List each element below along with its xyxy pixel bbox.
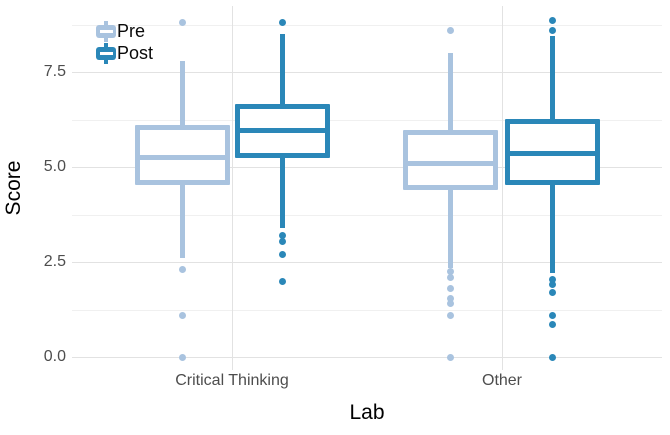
outlier-dot-post-other <box>549 311 556 319</box>
outlier-dot-post-other <box>549 321 556 329</box>
minor-gridline <box>72 119 662 121</box>
outlier-dot-post-critical-thinking <box>279 250 286 258</box>
minor-gridline <box>72 24 662 26</box>
median-line-pre-critical-thinking <box>135 155 230 160</box>
x-axis-title: Lab <box>349 401 385 424</box>
outlier-dot-post-other <box>549 353 556 361</box>
lower-whisker-post-critical-thinking <box>280 155 285 228</box>
outlier-dot-post-critical-thinking <box>279 19 286 27</box>
major-gridline <box>72 262 662 263</box>
outlier-dot-pre-other <box>447 285 454 293</box>
outlier-dot-pre-critical-thinking <box>179 311 186 319</box>
minor-gridline <box>72 309 662 311</box>
outlier-dot-post-other <box>549 275 556 283</box>
boxplot-box-pre-critical-thinking <box>135 124 230 185</box>
median-line-post-other <box>505 151 600 157</box>
legend: Pre Post <box>96 20 153 64</box>
x-tick-label: Critical Thinking <box>175 372 289 389</box>
upper-whisker-pre-other <box>448 53 453 133</box>
upper-whisker-post-other <box>550 35 555 122</box>
y-tick-label: 7.5 <box>43 63 66 80</box>
outlier-dot-post-other <box>549 281 556 289</box>
median-line-pre-other <box>403 160 498 166</box>
x-tick-label: Other <box>481 372 523 389</box>
outlier-dot-pre-other <box>447 311 454 319</box>
outlier-dot-pre-critical-thinking <box>179 19 186 27</box>
outlier-dot-pre-other <box>447 268 454 275</box>
upper-whisker-post-critical-thinking <box>280 34 285 107</box>
major-gridline <box>72 72 662 73</box>
outlier-dot-post-other <box>549 17 556 25</box>
major-gridline <box>72 167 662 168</box>
outlier-dot-post-critical-thinking <box>279 231 286 239</box>
category-gridline <box>502 6 503 370</box>
boxplot-key-icon <box>96 42 116 64</box>
outlier-dot-pre-other <box>447 273 454 281</box>
y-tick-label: 0.0 <box>43 348 66 365</box>
outlier-dot-pre-critical-thinking <box>179 266 186 274</box>
legend-label-post: Post <box>117 43 154 63</box>
y-tick-label: 5.0 <box>43 158 66 175</box>
boxplot-key-icon <box>96 20 116 42</box>
upper-whisker-pre-critical-thinking <box>180 60 185 128</box>
outlier-dot-post-critical-thinking <box>279 277 286 285</box>
minor-gridline <box>72 214 662 216</box>
outlier-dot-post-critical-thinking <box>279 237 286 245</box>
median-line-post-critical-thinking <box>235 128 330 134</box>
outlier-dot-post-other <box>549 26 556 34</box>
lower-whisker-pre-critical-thinking <box>180 182 185 259</box>
plot-panel <box>72 6 662 370</box>
category-gridline <box>232 6 233 370</box>
outlier-dot-pre-other <box>447 26 454 34</box>
outlier-dot-pre-other <box>447 294 454 302</box>
legend-label-pre: Pre <box>117 21 146 41</box>
boxplot-box-pre-other <box>403 130 498 191</box>
outlier-dot-pre-other <box>447 300 454 308</box>
outlier-dot-post-other <box>549 288 556 296</box>
lower-whisker-post-other <box>550 182 555 274</box>
legend-item-pre: Pre <box>96 20 153 42</box>
lower-whisker-pre-other <box>448 187 453 268</box>
outlier-dot-pre-other <box>447 353 454 361</box>
legend-item-post: Post <box>96 42 153 64</box>
major-gridline <box>72 357 662 358</box>
y-tick-label: 2.5 <box>43 253 66 270</box>
outlier-dot-pre-critical-thinking <box>179 353 186 361</box>
